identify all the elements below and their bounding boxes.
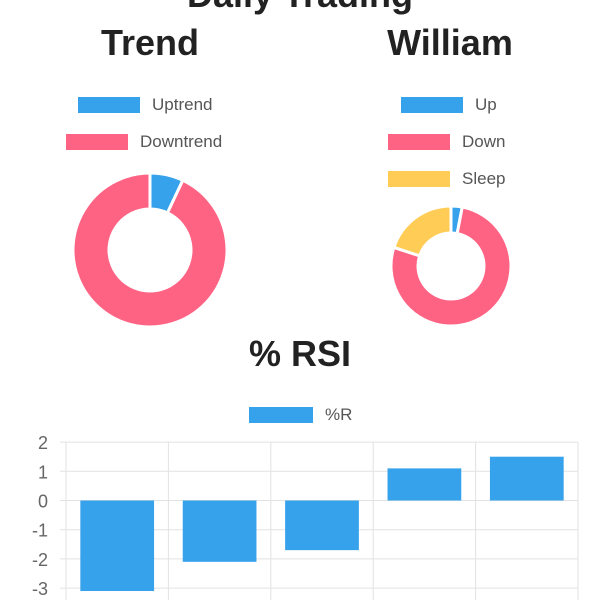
trend-legend-swatch-uptrend <box>78 97 140 113</box>
william-legend-swatch-down <box>388 134 450 150</box>
rsi-bar[interactable] <box>80 500 155 592</box>
william-slice-sleep[interactable] <box>392 204 453 258</box>
trend-legend-item-downtrend[interactable]: Downtrend <box>66 132 222 152</box>
rsi-bar[interactable] <box>489 456 564 501</box>
rsi-legend-label: %R <box>325 405 353 424</box>
rsi-y-tick-label: 2 <box>38 433 48 453</box>
william-legend-item-sleep[interactable]: Sleep <box>388 169 505 189</box>
william-legend-label-down: Down <box>462 132 506 151</box>
william-legend-item-up[interactable]: Up <box>401 95 497 115</box>
rsi-legend-swatch <box>249 407 313 423</box>
trend-legend-label-downtrend: Downtrend <box>140 132 223 151</box>
trend-legend-item-uptrend[interactable]: Uptrend <box>78 95 212 115</box>
rsi-bar[interactable] <box>387 468 462 501</box>
rsi-y-tick-label: 1 <box>38 462 48 482</box>
william-legend-label-sleep: Sleep <box>462 169 506 188</box>
rsi-y-tick-label: 0 <box>38 492 48 512</box>
william-legend-swatch-up <box>401 97 463 113</box>
rsi-legend-item[interactable]: %R <box>249 405 352 425</box>
trend-slice-downtrend[interactable] <box>71 171 229 329</box>
page-title: Daily Trading <box>0 0 600 16</box>
rsi-bar[interactable] <box>182 500 257 562</box>
william-legend-label-up: Up <box>475 95 497 114</box>
rsi-y-tick-label: -3 <box>32 579 48 599</box>
rsi-bar-chart: 2 1 0 -1 -2 -3 <box>32 433 579 600</box>
trend-doughnut <box>71 171 229 329</box>
trend-chart-title: Trend <box>100 22 199 63</box>
rsi-y-tick-label: -1 <box>32 521 48 541</box>
rsi-chart-title: % RSI <box>248 333 352 374</box>
william-legend-item-down[interactable]: Down <box>388 132 505 152</box>
william-chart-title: William <box>387 22 513 63</box>
rsi-bar[interactable] <box>285 500 359 551</box>
rsi-y-tick-label: -2 <box>32 550 48 570</box>
william-legend-swatch-sleep <box>388 171 450 187</box>
william-slice-down[interactable] <box>389 205 513 328</box>
trend-legend-swatch-downtrend <box>66 134 128 150</box>
trend-legend-label-uptrend: Uptrend <box>152 95 213 114</box>
william-doughnut <box>389 204 513 328</box>
